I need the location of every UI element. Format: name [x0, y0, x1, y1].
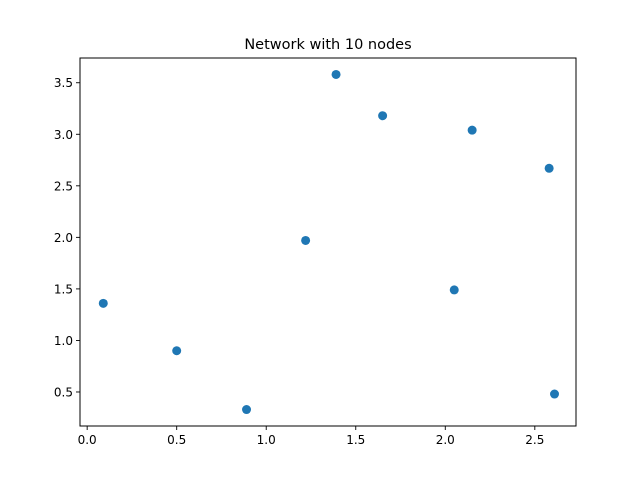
chart-title: Network with 10 nodes: [244, 37, 411, 53]
y-tick-label: 2.0: [54, 231, 73, 245]
y-axis: 0.5 1.0 1.5 2.0 2.5 3.0 3.5: [54, 76, 80, 399]
data-point: [449, 285, 459, 295]
data-point: [301, 235, 311, 245]
data-point: [544, 163, 554, 173]
data-point: [378, 111, 388, 121]
y-tick-label: 1.0: [54, 334, 73, 348]
data-point: [467, 125, 477, 135]
data-point: [550, 389, 560, 399]
y-tick-label: 1.5: [54, 282, 73, 296]
y-tick-label: 2.5: [54, 179, 73, 193]
x-tick-label: 2.0: [436, 433, 455, 447]
x-tick-label: 1.5: [346, 433, 365, 447]
data-points: [98, 69, 560, 415]
x-tick-label: 1.0: [257, 433, 276, 447]
x-tick-label: 2.5: [525, 433, 544, 447]
x-axis: 0.0 0.5 1.0 1.5 2.0 2.5: [78, 426, 544, 447]
x-tick-label: 0.5: [167, 433, 186, 447]
data-point: [98, 298, 108, 308]
data-point: [172, 346, 182, 356]
plot-area: [79, 57, 577, 427]
x-tick-label: 0.0: [78, 433, 97, 447]
data-point: [242, 405, 252, 415]
data-point: [331, 69, 341, 79]
y-tick-label: 3.0: [54, 128, 73, 142]
y-tick-label: 3.5: [54, 76, 73, 90]
y-tick-label: 0.5: [54, 385, 73, 399]
